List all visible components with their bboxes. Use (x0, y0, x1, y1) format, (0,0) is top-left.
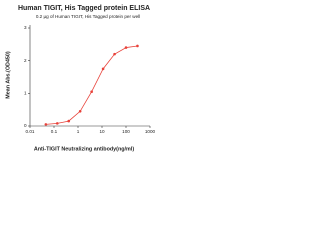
data-point (44, 123, 48, 126)
chart-title: Human TIGIT, His Tagged protein ELISA (18, 5, 150, 12)
data-point (113, 52, 116, 56)
x-tick-label: 1000 (145, 129, 156, 134)
data-point (124, 46, 128, 49)
chart-subtitle: 0.2 µg of Human TIGIT, His Tagged protei… (36, 14, 140, 19)
data-point (67, 119, 71, 123)
x-tick-label: 0.1 (51, 129, 58, 134)
x-tick-label: 10 (99, 129, 105, 134)
x-tick-label: 100 (122, 129, 130, 134)
data-point (101, 67, 105, 71)
y-tick-label: 2 (24, 58, 27, 63)
data-point (78, 110, 82, 113)
x-tick-label: 0.01 (26, 129, 35, 134)
data-point (136, 44, 139, 48)
y-tick-label: 1 (24, 91, 27, 96)
x-axis-label: Anti-TIGIT Neutralizing antibody(ng/ml) (34, 146, 135, 152)
x-tick-label: 1 (77, 129, 80, 134)
data-point (90, 90, 93, 93)
y-tick-label: 3 (24, 25, 27, 30)
fit-line (45, 45, 138, 125)
y-axis-label: Mean Abs.(OD450) (5, 51, 11, 99)
y-tick-label: 0 (24, 123, 27, 128)
chart: Human TIGIT, His Tagged protein ELISA 0.… (5, 5, 156, 153)
data-point (55, 122, 59, 125)
